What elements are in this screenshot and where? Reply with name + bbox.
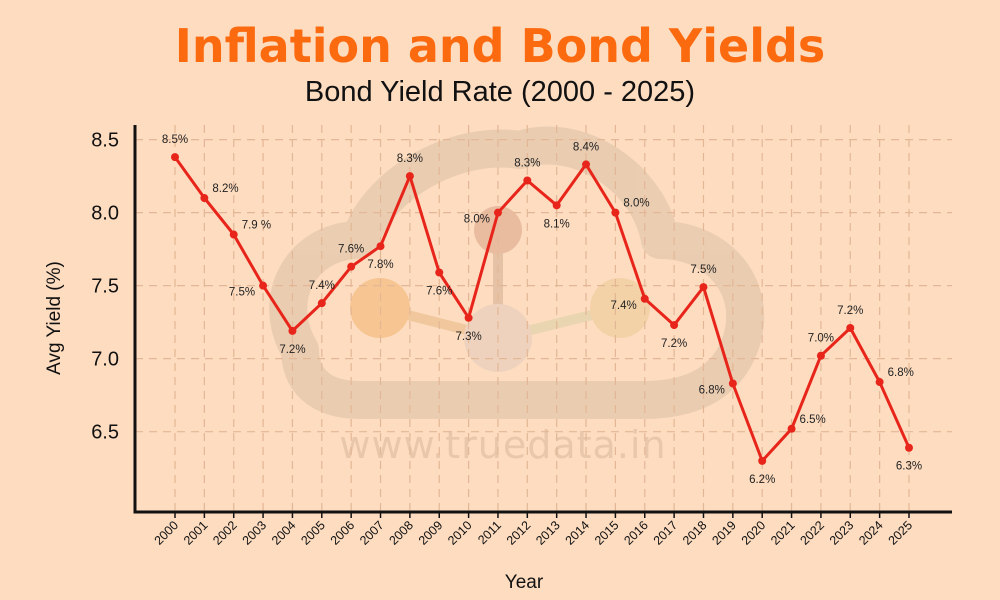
yield-line xyxy=(173,156,911,463)
data-point xyxy=(611,208,620,217)
data-label: 8.0% xyxy=(623,198,649,210)
series-line xyxy=(171,153,913,465)
x-tick-label: 2003 xyxy=(240,518,270,548)
x-tick-label: 2006 xyxy=(328,518,358,548)
data-labels: 8.5%8.2%7.9 %7.5%7.2%7.4%7.6%7.8%8.3%7.6… xyxy=(162,134,922,486)
chart-subtitle: Bond Yield Rate (2000 - 2025) xyxy=(305,76,695,108)
data-point xyxy=(787,424,796,433)
data-label: 7.0% xyxy=(808,333,834,345)
y-tick-label: 6.5 xyxy=(91,422,119,444)
data-label: 6.3% xyxy=(896,461,922,473)
data-label: 6.8% xyxy=(699,384,725,396)
gridlines xyxy=(135,125,952,512)
data-point xyxy=(171,153,179,162)
data-point xyxy=(288,326,297,335)
x-tick-label: 2024 xyxy=(856,518,886,548)
data-label: 8.0% xyxy=(464,214,490,226)
data-label: 7.9 % xyxy=(242,220,271,232)
watermark-logo: www.truedata.in xyxy=(269,126,765,467)
x-tick-label: 2001 xyxy=(181,518,211,548)
x-tick-label: 2002 xyxy=(210,518,240,548)
data-point xyxy=(376,242,385,251)
data-point xyxy=(464,313,473,322)
data-point xyxy=(699,283,708,292)
data-label: 8.4% xyxy=(573,141,599,153)
data-label: 7.8% xyxy=(367,259,393,271)
x-tick-label: 2018 xyxy=(680,518,710,548)
x-tick-label: 2000 xyxy=(152,518,182,548)
cloud-icon xyxy=(269,126,765,419)
data-point xyxy=(552,201,561,210)
data-point xyxy=(259,281,268,290)
data-label: 7.2% xyxy=(661,338,687,350)
data-point xyxy=(582,160,591,169)
data-point xyxy=(229,230,238,239)
data-label: 8.3% xyxy=(397,153,423,165)
data-point xyxy=(405,172,414,181)
x-tick-label: 2021 xyxy=(768,518,798,548)
data-label: 8.3% xyxy=(514,157,540,169)
data-label: 7.2% xyxy=(837,305,863,317)
watermark-node-right xyxy=(590,278,650,338)
x-tick-label: 2023 xyxy=(827,518,857,548)
x-axis-label: Year xyxy=(505,572,544,593)
x-tick-label: 2015 xyxy=(592,518,622,548)
x-tick-label: 2014 xyxy=(563,518,593,548)
data-point xyxy=(435,268,444,277)
data-point xyxy=(317,299,326,308)
axes xyxy=(133,125,952,518)
data-label: 7.6% xyxy=(338,244,364,256)
x-tick-label: 2010 xyxy=(445,518,475,548)
x-tick-label: 2008 xyxy=(386,518,416,548)
x-tick-label: 2011 xyxy=(475,518,504,547)
x-tick-label: 2007 xyxy=(357,518,387,548)
data-label: 8.2% xyxy=(212,183,238,195)
data-label: 6.5% xyxy=(800,414,826,426)
x-tick-label: 2025 xyxy=(886,518,916,548)
data-point xyxy=(905,443,913,452)
x-tick-label: 2009 xyxy=(416,518,446,548)
data-label: 7.2% xyxy=(279,344,305,356)
x-tick-label: 2012 xyxy=(504,518,534,548)
data-label: 7.3% xyxy=(455,331,481,343)
x-tick-label: 2022 xyxy=(797,518,827,548)
data-point xyxy=(640,294,649,303)
data-label: 8.1% xyxy=(544,218,570,230)
data-point xyxy=(875,378,884,387)
data-label: 7.4% xyxy=(611,300,637,312)
data-label: 7.6% xyxy=(426,285,452,297)
y-tick-label: 7.0 xyxy=(91,349,119,371)
data-point xyxy=(846,323,855,332)
x-tick-label: 2013 xyxy=(533,518,563,548)
data-point xyxy=(728,379,737,388)
data-point xyxy=(670,321,679,330)
data-label: 7.5% xyxy=(690,264,716,276)
data-label: 8.5% xyxy=(162,134,188,146)
x-tick-label: 2019 xyxy=(709,518,739,548)
data-point xyxy=(200,194,209,203)
data-label: 7.5% xyxy=(229,287,255,299)
y-tick-label: 8.0 xyxy=(91,203,119,225)
x-tick-label: 2016 xyxy=(621,518,651,548)
data-point xyxy=(758,456,767,465)
x-tick-label: 2004 xyxy=(269,518,299,548)
x-tick-label: 2020 xyxy=(739,518,769,548)
y-axis-label: Avg Yield (%) xyxy=(44,261,65,375)
x-tick-label: 2005 xyxy=(298,518,328,548)
y-tick-label: 7.5 xyxy=(91,276,119,298)
y-tick-label: 8.5 xyxy=(91,130,119,152)
chart-title: Inflation and Bond Yields xyxy=(175,19,826,73)
data-point xyxy=(816,351,825,360)
x-tick-label: 2017 xyxy=(651,518,681,548)
data-point xyxy=(493,208,502,217)
data-label: 6.8% xyxy=(888,367,914,379)
data-label: 6.2% xyxy=(749,474,775,486)
watermark-text: www.truedata.in xyxy=(339,423,666,467)
data-point xyxy=(347,262,356,271)
data-point xyxy=(523,176,532,185)
data-label: 7.4% xyxy=(309,280,335,292)
